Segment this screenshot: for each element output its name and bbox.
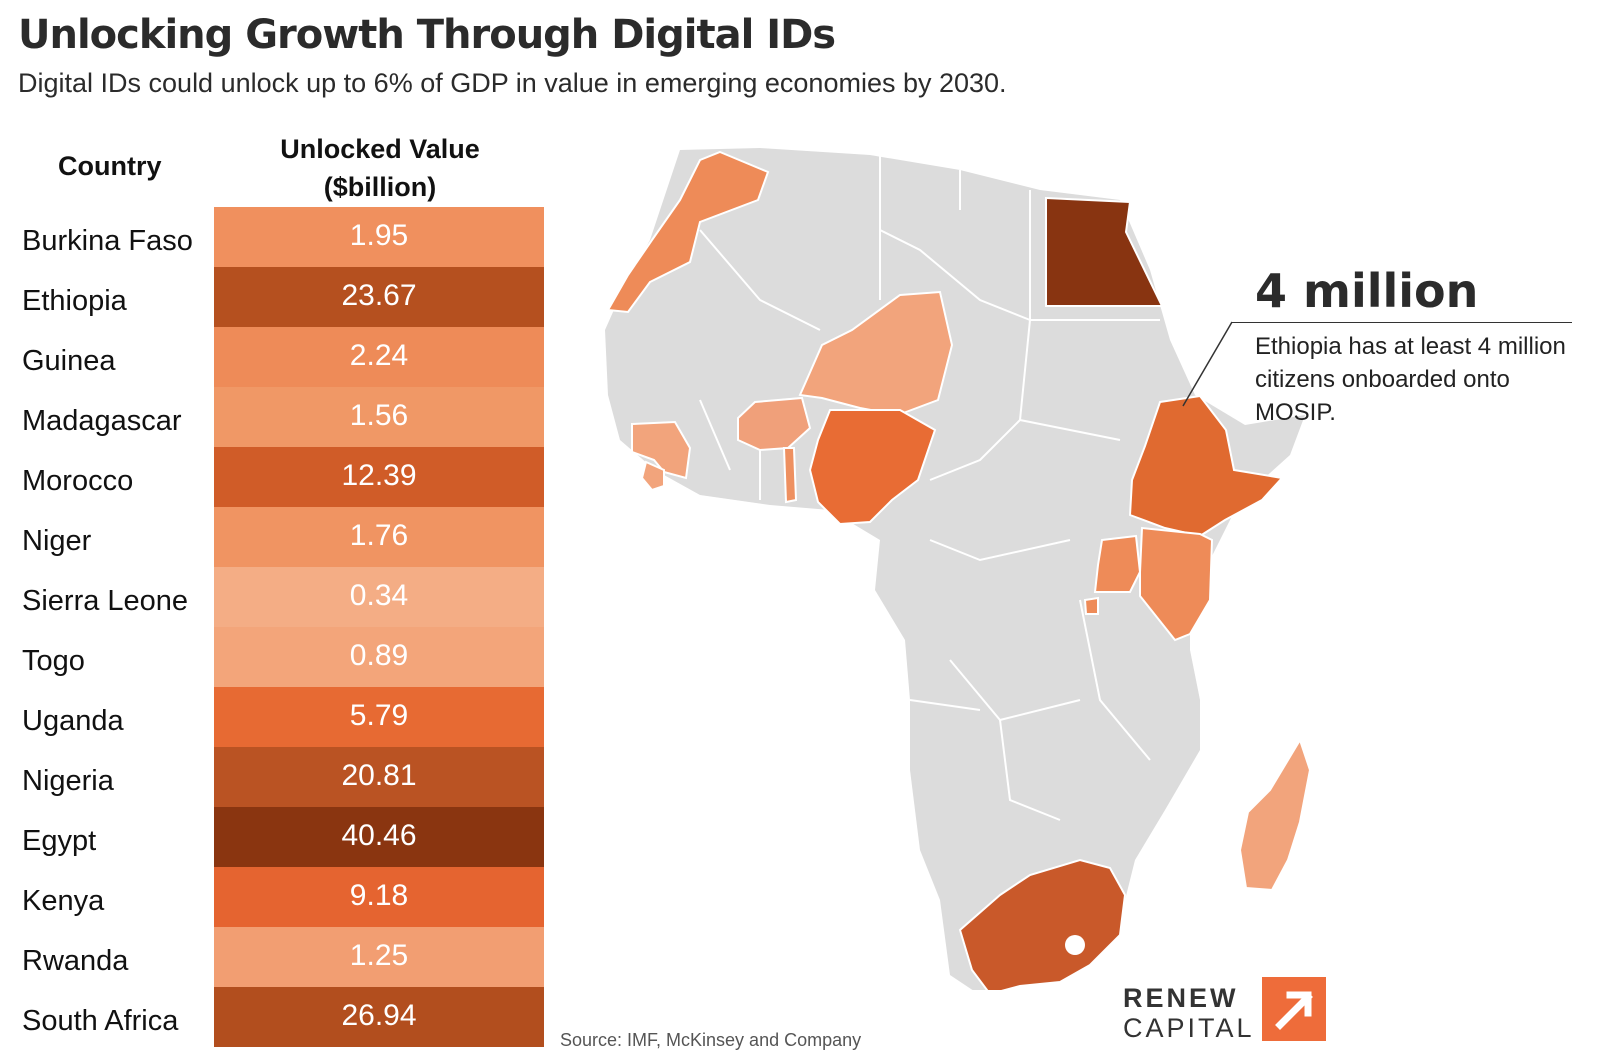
- country-name: Egypt: [22, 825, 97, 857]
- table-row: Uganda 5.79: [0, 687, 560, 747]
- callout-pointer: [1182, 321, 1233, 407]
- africa-map: [605, 148, 1310, 990]
- map-kenya: [1139, 526, 1214, 642]
- unlocked-value-cell: 9.18: [214, 867, 544, 927]
- table-row: Guinea 2.24: [0, 327, 560, 387]
- country-name: Uganda: [22, 705, 124, 737]
- map-morocco: [606, 150, 770, 314]
- table-row: Morocco 12.39: [0, 447, 560, 507]
- country-name: Nigeria: [22, 765, 114, 797]
- logo-wordmark: RENEW CAPITAL: [1123, 983, 1255, 1043]
- country-name: Ethiopia: [22, 285, 127, 317]
- unlocked-value-cell: 0.34: [214, 567, 544, 627]
- unlocked-value-cell: 26.94: [214, 987, 544, 1047]
- table-row: Ethiopia 23.67: [0, 267, 560, 327]
- map-uganda: [1093, 534, 1142, 593]
- page-subtitle: Digital IDs could unlock up to 6% of GDP…: [18, 68, 1007, 98]
- map-south-africa: [958, 858, 1127, 990]
- unlocked-value-cell: 12.39: [214, 447, 544, 507]
- country-name: Kenya: [22, 885, 105, 917]
- country-name: South Africa: [22, 1005, 179, 1037]
- country-name: Burkina Faso: [22, 225, 193, 257]
- unlocked-value-cell: 2.24: [214, 327, 544, 387]
- map-togo: [782, 447, 798, 504]
- unlocked-value-cell: 1.25: [214, 927, 544, 987]
- unlocked-value-cell: 0.89: [214, 627, 544, 687]
- map-niger: [798, 290, 954, 417]
- logo-line1: RENEW: [1123, 983, 1239, 1013]
- unlocked-value-cell: 20.81: [214, 747, 544, 807]
- table-row: Nigeria 20.81: [0, 747, 560, 807]
- table-row: Rwanda 1.25: [0, 927, 560, 987]
- table-row: Togo 0.89: [0, 627, 560, 687]
- table-row: Egypt 40.46: [0, 807, 560, 867]
- country-name: Sierra Leone: [22, 585, 189, 617]
- value-table: Burkina Faso 1.95 Ethiopia 23.67 Guinea 2.24 M…: [0, 207, 560, 1047]
- map-madagascar: [1238, 737, 1310, 892]
- map-nigeria: [808, 409, 937, 526]
- country-name: Madagascar: [22, 405, 182, 437]
- unlocked-value-cell: 40.46: [214, 807, 544, 867]
- map-guinea: [631, 420, 692, 480]
- callout-number: 4 million: [1255, 264, 1479, 318]
- table-row: Kenya 9.18: [0, 867, 560, 927]
- country-name: Togo: [22, 645, 85, 677]
- table-row: South Africa 26.94: [0, 987, 560, 1047]
- value-header-line2: ($billion): [323, 172, 437, 202]
- table-row: Madagascar 1.56: [0, 387, 560, 447]
- logo-arrow-icon: [1262, 977, 1326, 1041]
- unlocked-value-cell: 23.67: [214, 267, 544, 327]
- table-row: Niger 1.76: [0, 507, 560, 567]
- page-title: Unlocking Growth Through Digital IDs: [18, 12, 836, 58]
- value-column-header: Unlocked Value ($billion): [215, 130, 545, 206]
- map-burkina-faso: [737, 396, 812, 452]
- source-note: Source: IMF, McKinsey and Company: [560, 1030, 862, 1050]
- logo-line2: CAPITAL: [1123, 1013, 1255, 1043]
- africa-continent: [605, 148, 1305, 990]
- unlocked-value-cell: 1.95: [214, 207, 544, 267]
- map-sierra-leone: [640, 460, 665, 492]
- country-name: Morocco: [22, 465, 134, 497]
- unlocked-value-cell: 5.79: [214, 687, 544, 747]
- unlocked-value-cell: 1.56: [214, 387, 544, 447]
- country-name: Rwanda: [22, 945, 129, 977]
- unlocked-value-cell: 1.76: [214, 507, 544, 567]
- callout-text: Ethiopia has at least 4 million citizens…: [1255, 333, 1566, 426]
- country-name: Guinea: [22, 345, 116, 377]
- country-name: Niger: [22, 525, 92, 557]
- map-rwanda: [1083, 596, 1099, 615]
- table-row: Sierra Leone 0.34: [0, 567, 560, 627]
- callout-rule: [1232, 322, 1572, 323]
- map-lesotho: [1065, 935, 1085, 955]
- country-column-header: Country: [58, 151, 162, 181]
- value-header-line1: Unlocked Value: [280, 134, 480, 164]
- map-ethiopia: [1128, 394, 1284, 538]
- table-row: Burkina Faso 1.95: [0, 207, 560, 267]
- map-egypt: [1045, 196, 1164, 307]
